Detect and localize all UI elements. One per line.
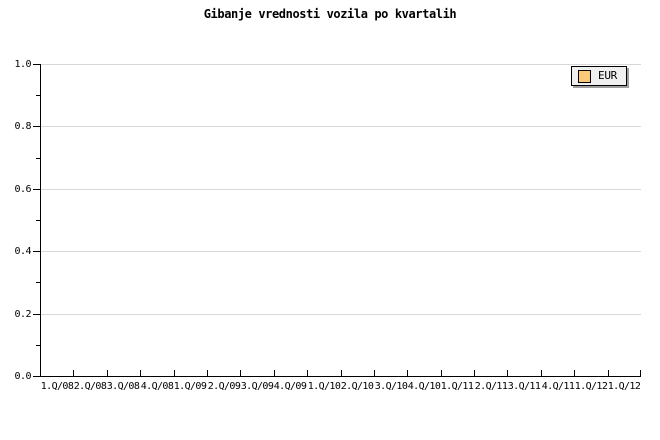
- x-tick-label: 1.Q/08: [40, 381, 74, 392]
- x-axis-tick: [640, 370, 641, 377]
- x-tick-label: 2.Q/10: [340, 381, 374, 392]
- y-axis-major-tick: [33, 314, 40, 315]
- x-tick-label: 4.Q/09: [273, 381, 307, 392]
- x-axis-tick: [541, 370, 542, 377]
- y-tick-label: 1.0: [14, 59, 31, 70]
- x-axis-tick: [307, 370, 308, 377]
- gridline-y: [41, 189, 641, 190]
- y-axis-minor-tick: [36, 220, 40, 221]
- x-axis-tick: [507, 370, 508, 377]
- x-axis-tick: [73, 370, 74, 377]
- y-axis-major-tick: [33, 376, 40, 377]
- x-tick-label: 3.Q/10: [374, 381, 408, 392]
- x-tick-label: 3.Q/08: [106, 381, 140, 392]
- x-tick-label: 1.Q/11: [440, 381, 474, 392]
- x-axis-tick: [341, 370, 342, 377]
- x-axis-tick: [274, 370, 275, 377]
- gridline-y: [41, 64, 641, 65]
- x-axis-tick: [107, 370, 108, 377]
- y-tick-label: 0.4: [14, 246, 31, 257]
- x-tick-label: 4.Q/11: [541, 381, 575, 392]
- x-axis-tick: [207, 370, 208, 377]
- y-axis-minor-tick: [36, 95, 40, 96]
- chart-title: Gibanje vrednosti vozila po kvartalih: [203, 7, 457, 21]
- x-tick-label: 3.Q/09: [240, 381, 274, 392]
- x-axis-tick: [407, 370, 408, 377]
- y-tick-label: 0.0: [14, 371, 31, 382]
- y-axis-major-tick: [33, 251, 40, 252]
- x-tick-label: 1.Q/12: [574, 381, 608, 392]
- x-tick-label: 2.Q/09: [207, 381, 241, 392]
- y-axis-minor-tick: [36, 282, 40, 283]
- x-axis-tick: [240, 370, 241, 377]
- y-axis-minor-tick: [36, 158, 40, 159]
- y-tick-label: 0.6: [14, 184, 31, 195]
- legend-label: EUR: [598, 69, 617, 82]
- x-tick-label: 3.Q/11: [507, 381, 541, 392]
- y-axis-major-tick: [33, 64, 40, 65]
- gridline-y: [41, 251, 641, 252]
- plot-area: [40, 64, 641, 377]
- x-tick-label: 2.Q/11: [474, 381, 508, 392]
- x-tick-label: 1.Q/09: [173, 381, 207, 392]
- y-axis-major-tick: [33, 126, 40, 127]
- x-tick-label: 1.Q/10: [307, 381, 341, 392]
- legend: EUR: [571, 66, 627, 86]
- y-tick-label: 0.2: [14, 309, 31, 320]
- x-tick-label: 4.Q/10: [407, 381, 441, 392]
- x-axis-tick: [574, 370, 575, 377]
- y-tick-label: 0.8: [14, 121, 31, 132]
- x-tick-label: 1.Q/12: [607, 381, 641, 392]
- eur-series-swatch-icon: [578, 69, 591, 83]
- gridline-y: [41, 126, 641, 127]
- y-axis-minor-tick: [36, 345, 40, 346]
- x-axis-tick: [374, 370, 375, 377]
- x-axis-tick: [140, 370, 141, 377]
- x-tick-label: 4.Q/08: [140, 381, 174, 392]
- x-tick-label: 2.Q/08: [73, 381, 107, 392]
- x-axis-tick: [474, 370, 475, 377]
- y-axis-major-tick: [33, 189, 40, 190]
- x-axis-tick: [441, 370, 442, 377]
- x-axis-tick: [608, 370, 609, 377]
- gridline-y: [41, 314, 641, 315]
- x-axis-tick: [174, 370, 175, 377]
